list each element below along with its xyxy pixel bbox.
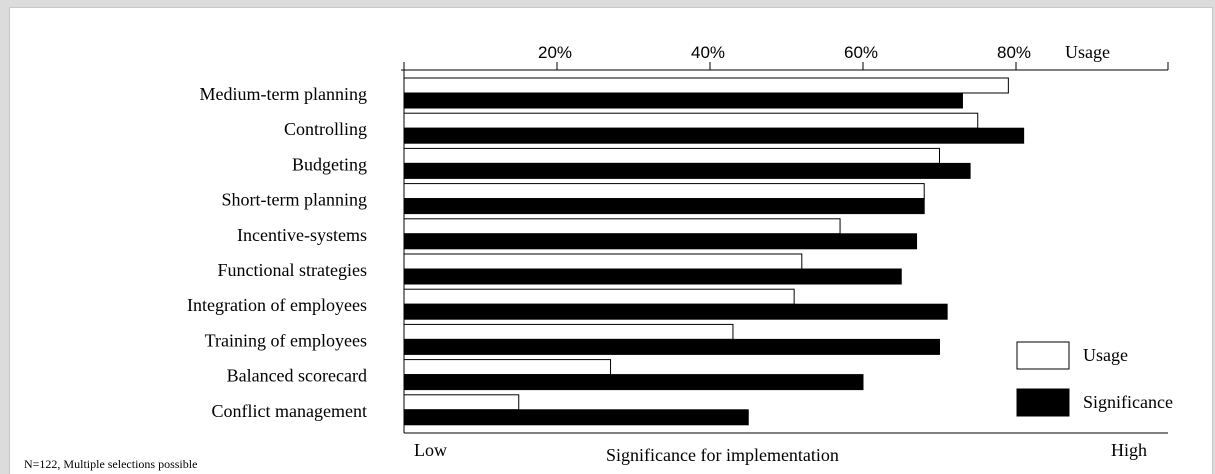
bar-usage <box>403 77 1009 94</box>
category-label: Budgeting <box>292 154 367 174</box>
legend-usage-label: Usage <box>1083 345 1128 365</box>
bar-usage <box>403 288 795 305</box>
bar-significance <box>403 374 864 391</box>
bar-significance <box>403 92 963 109</box>
bar-significance <box>403 409 749 426</box>
legend-significance-swatch <box>1016 388 1070 417</box>
bar-usage <box>403 394 520 411</box>
top-axis-ticks: 20% 40% 60% 80% <box>538 43 1031 70</box>
bar-significance <box>403 127 1025 144</box>
bar-usage <box>403 147 940 164</box>
category-label: Controlling <box>284 119 367 139</box>
bottom-axis-label: Significance for implementation <box>606 445 839 465</box>
bar-significance <box>403 268 902 285</box>
legend-usage-swatch <box>1016 341 1070 370</box>
bottom-axis-high-label: High <box>1111 440 1147 460</box>
bar-usage <box>403 323 734 340</box>
chart-canvas: 20% 40% 60% 80% Usage Medium-term planning C… <box>24 42 1173 471</box>
footnote: N=122, Multiple selections possible <box>24 457 197 471</box>
top-axis-label: Usage <box>1065 42 1110 62</box>
category-label: Balanced scorecard <box>227 366 367 386</box>
chart-frame: 20% 40% 60% 80% Usage Medium-term planning C… <box>9 7 1213 474</box>
bar-usage <box>403 253 803 270</box>
bar-significance <box>403 303 948 320</box>
top-axis-tick-label: 60% <box>844 43 878 62</box>
category-label: Integration of employees <box>187 295 367 315</box>
bar-significance <box>403 233 918 250</box>
legend: Usage Significance <box>1016 341 1173 417</box>
bar-usage <box>403 183 925 200</box>
bar-usage <box>403 359 612 376</box>
category-label: Functional strategies <box>218 260 367 280</box>
bar-significance <box>403 338 940 355</box>
top-axis-tick-label: 40% <box>691 43 725 62</box>
bar-usage <box>403 112 979 129</box>
bar-significance <box>403 198 925 215</box>
top-axis-tick-label: 80% <box>997 43 1031 62</box>
category-labels: Medium-term planning Controlling Budgeting… <box>187 84 367 421</box>
bar-significance <box>403 162 971 179</box>
top-axis-tick-label: 20% <box>538 43 572 62</box>
bottom-axis-low-label: Low <box>414 440 447 460</box>
category-label: Conflict management <box>212 401 367 421</box>
category-label: Medium-term planning <box>200 84 367 104</box>
category-label: Training of employees <box>205 330 367 350</box>
category-label: Short-term planning <box>222 190 367 210</box>
bars <box>403 77 1025 426</box>
category-label: Incentive-systems <box>237 225 367 245</box>
bar-usage <box>403 218 841 235</box>
legend-significance-label: Significance <box>1083 392 1173 412</box>
